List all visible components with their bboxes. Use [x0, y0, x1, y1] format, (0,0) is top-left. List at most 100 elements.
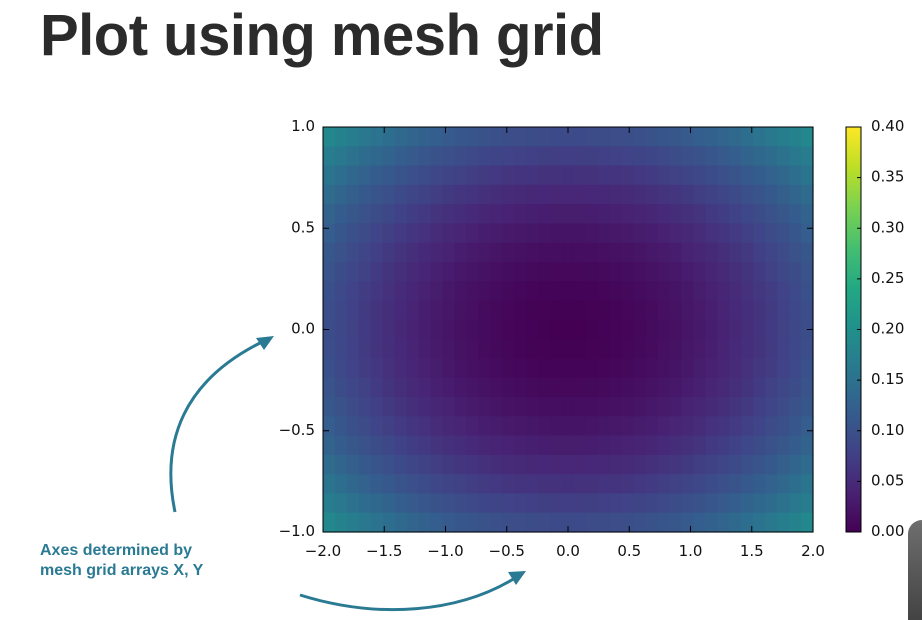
heatmap-cell	[729, 435, 742, 456]
heatmap-cell	[621, 512, 635, 533]
heatmap-cell	[609, 435, 623, 456]
heatmap-cell	[562, 319, 575, 340]
heatmap-cell	[573, 146, 587, 167]
heatmap-cell	[609, 416, 623, 437]
heatmap-cell	[466, 397, 479, 417]
heatmap-cell	[741, 358, 754, 379]
heatmap-cell	[358, 300, 372, 321]
heatmap-cell	[681, 242, 695, 263]
heatmap-cell	[418, 319, 432, 340]
x-tick-label: −2.0	[305, 542, 341, 560]
heatmap-cell	[669, 397, 683, 417]
heatmap-cell	[741, 435, 754, 456]
heatmap-cell	[334, 223, 348, 244]
heatmap-cell	[430, 281, 444, 302]
heatmap-cell	[609, 358, 623, 379]
heatmap-cell	[466, 262, 479, 282]
heatmap-cell	[346, 242, 360, 263]
heatmap-cell	[382, 377, 396, 398]
heatmap-cell	[729, 281, 742, 302]
heatmap-cell	[382, 435, 396, 456]
heatmap-cell	[442, 146, 456, 167]
heatmap-cell	[801, 397, 814, 417]
heatmap-cell	[526, 512, 539, 533]
heatmap-cell	[323, 474, 336, 495]
heatmap-cell	[657, 474, 671, 495]
heatmap-cell	[514, 204, 527, 225]
heatmap-cell	[633, 262, 647, 282]
heatmap-cell	[334, 281, 348, 302]
heatmap-cell	[346, 474, 360, 495]
heatmap-cell	[442, 184, 456, 205]
heatmap-cell	[514, 127, 527, 147]
annotation-arrow-right	[299, 576, 516, 612]
heatmap-cell	[323, 127, 336, 147]
x-tick-label: 0.0	[556, 542, 580, 560]
heatmap-cell	[466, 474, 479, 495]
heatmap-cell	[454, 281, 468, 302]
heatmap-cell	[550, 165, 563, 186]
heatmap-cell	[681, 204, 695, 225]
heatmap-cell	[765, 512, 778, 533]
heatmap-cell	[442, 454, 456, 475]
heatmap-cell	[609, 281, 623, 302]
heatmap-cell	[741, 204, 754, 225]
heatmap-cell	[609, 204, 623, 225]
heatmap-cell	[789, 300, 802, 321]
heatmap-cell	[729, 339, 742, 360]
heatmap-cell	[681, 377, 695, 398]
heatmap-cell	[657, 377, 671, 398]
heatmap-cell	[597, 204, 611, 225]
heatmap-cell	[406, 223, 420, 244]
heatmap-cell	[466, 377, 479, 398]
heatmap-cell	[789, 435, 802, 456]
heatmap-cell	[502, 493, 515, 514]
heatmap-cell	[466, 416, 479, 437]
heatmap-cell	[693, 319, 707, 340]
x-tick-label: 1.5	[740, 542, 764, 560]
heatmap-cell	[323, 397, 336, 417]
heatmap-cell	[645, 474, 659, 495]
heatmap-cell	[466, 454, 479, 475]
heatmap-cell	[585, 262, 599, 282]
heatmap-cell	[741, 223, 754, 244]
heatmap-cell	[585, 165, 599, 186]
heatmap-cell	[789, 474, 802, 495]
heatmap-cell	[370, 493, 384, 514]
heatmap-cell	[466, 435, 479, 456]
heatmap-cell	[442, 281, 456, 302]
heatmap-cell	[550, 493, 563, 514]
heatmap-cell	[490, 223, 503, 244]
heatmap-cell	[358, 165, 372, 186]
heatmap-cell	[442, 242, 456, 263]
heatmap-cell	[382, 223, 396, 244]
heatmap-cell	[346, 377, 360, 398]
heatmap-cell	[346, 416, 360, 437]
heatmap-cell	[717, 397, 730, 417]
heatmap-cell	[693, 281, 707, 302]
heatmap-cell	[765, 204, 778, 225]
heatmap-cell	[358, 127, 372, 147]
heatmap-cell	[597, 377, 611, 398]
heatmap-cell	[657, 512, 671, 533]
heatmap-cell	[394, 377, 408, 398]
heatmap-cell	[442, 397, 456, 417]
heatmap-cell	[478, 377, 491, 398]
heatmap-cell	[418, 474, 432, 495]
heatmap-cell	[490, 165, 503, 186]
heatmap-cell	[334, 319, 348, 340]
heatmap-cell	[657, 165, 671, 186]
heatmap-cell	[633, 416, 647, 437]
heatmap-cell	[394, 223, 408, 244]
heatmap-cell	[669, 377, 683, 398]
heatmap-cell	[669, 223, 683, 244]
heatmap-cell	[597, 416, 611, 437]
heatmap-cell	[430, 339, 444, 360]
heatmap-cell	[394, 319, 408, 340]
heatmap-cell	[538, 223, 551, 244]
heatmap-cell	[514, 377, 527, 398]
heatmap-cell	[478, 184, 491, 205]
heatmap-cell	[526, 242, 539, 263]
heatmap-cell	[597, 319, 611, 340]
heatmap-cell	[657, 300, 671, 321]
